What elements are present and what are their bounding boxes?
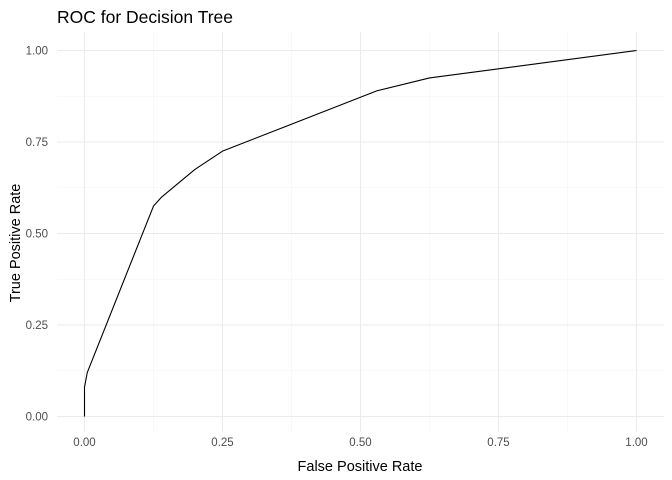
x-tick-label: 0.75	[487, 437, 509, 449]
x-tick-label: 0.50	[349, 437, 371, 449]
y-axis-title: True Positive Rate	[8, 184, 24, 303]
y-axis-ticks: 0.00 0.25 0.50 0.75 1.00	[26, 46, 48, 424]
x-tick-label: 0.00	[73, 437, 95, 449]
major-gridlines	[57, 32, 664, 432]
y-tick-label: 0.75	[26, 137, 48, 149]
y-tick-label: 0.00	[26, 412, 48, 424]
y-tick-label: 0.50	[26, 229, 48, 241]
roc-curve-line	[83, 49, 637, 417]
x-tick-label: 1.00	[625, 437, 647, 449]
x-axis-title: False Positive Rate	[298, 459, 423, 475]
chart-title: ROC for Decision Tree	[57, 7, 233, 27]
x-tick-label: 0.25	[211, 437, 233, 449]
y-tick-label: 1.00	[26, 46, 48, 58]
y-tick-label: 0.25	[26, 320, 48, 332]
x-axis-ticks: 0.00 0.25 0.50 0.75 1.00	[73, 437, 647, 449]
series-layer	[83, 49, 637, 417]
